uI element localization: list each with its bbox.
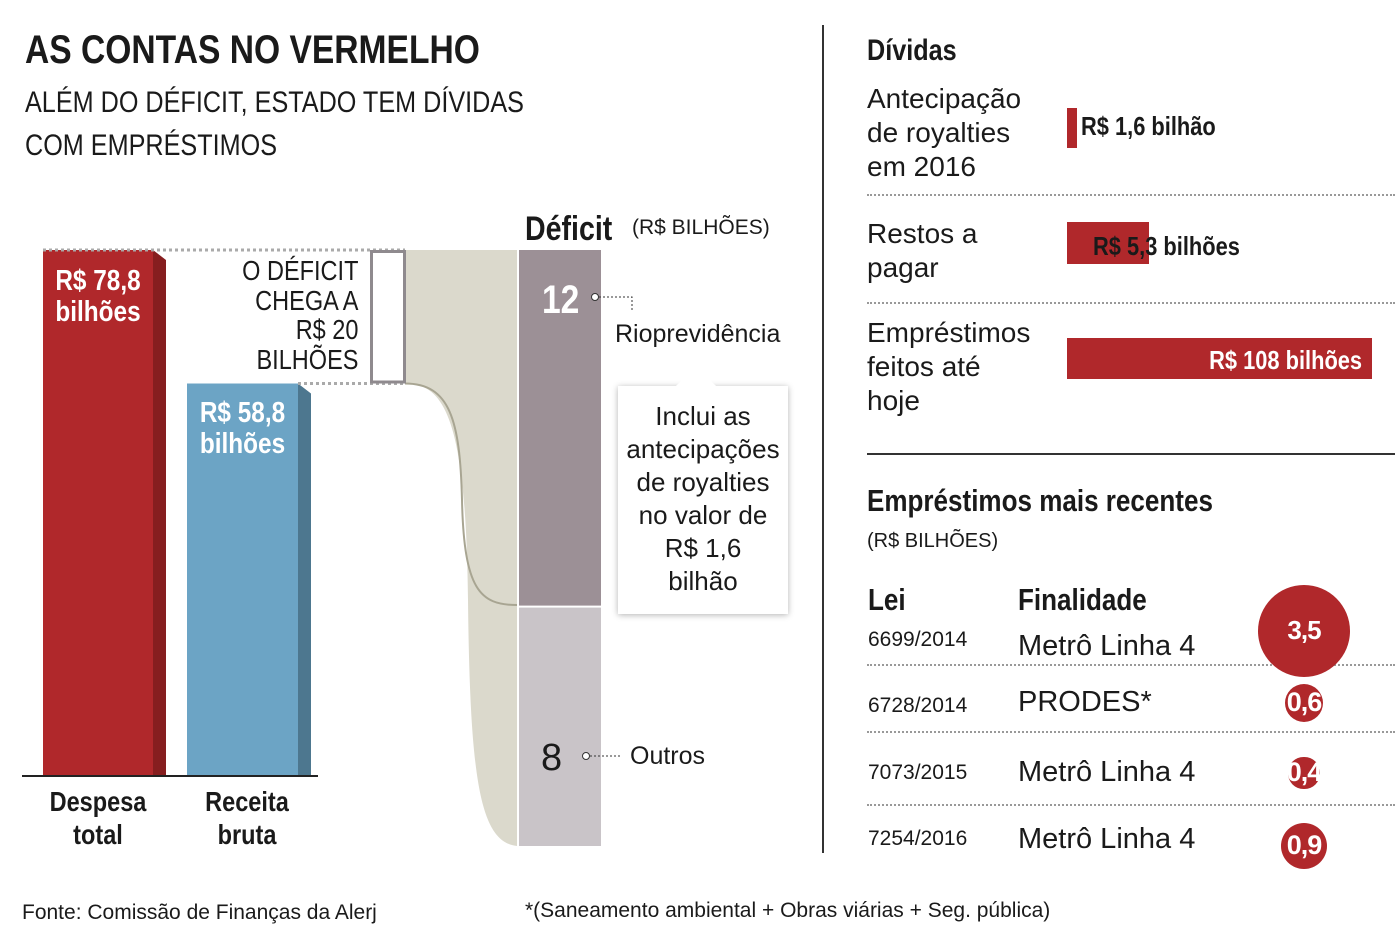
debt-category-emprestimos: Empréstimos feitos até hoje bbox=[867, 317, 1031, 416]
segment-value-outros: 8 bbox=[541, 737, 563, 779]
debt-bar-restos bbox=[1067, 222, 1150, 264]
debt-category-antecipacao: Antecipação de royalties em 2016 bbox=[867, 83, 1022, 182]
debt-category-restos: Restos a pagar bbox=[867, 218, 978, 283]
loans-title: Empréstimos mais recentes bbox=[867, 483, 1213, 518]
loan-lei: 7073/2015 bbox=[868, 761, 968, 784]
row-separator bbox=[867, 731, 1395, 733]
loan-lei: 6699/2014 bbox=[868, 628, 968, 651]
debt-value-antecipacao: R$ 1,6 bilhão bbox=[1081, 111, 1216, 141]
debt-value-emprestimos: R$ 108 bilhões bbox=[1209, 345, 1362, 375]
leader-dot bbox=[591, 293, 599, 301]
leader-line-rioprevidencia bbox=[599, 296, 633, 312]
deficit-annotation: O DÉFICIT CHEGA A R$ 20 BILHÕES bbox=[241, 255, 358, 375]
column-header-finalidade: Finalidade bbox=[1018, 582, 1147, 617]
rioprevidencia-callout: Inclui as antecipações de royalties no valo… bbox=[618, 366, 788, 614]
row-separator bbox=[867, 804, 1395, 806]
segment-value-rioprevidencia: 12 bbox=[542, 278, 580, 322]
deficit-segment-rioprevidencia bbox=[519, 250, 601, 606]
subtitle-line-2: COM EMPRÉSTIMOS bbox=[25, 129, 278, 162]
separator bbox=[867, 194, 1395, 196]
column-header-lei: Lei bbox=[868, 582, 906, 617]
bar-despesa-total-side bbox=[153, 250, 166, 776]
page-title: AS CONTAS NO VERMELHO bbox=[25, 28, 480, 72]
segment-label-outros: Outros bbox=[630, 742, 706, 770]
flow-split-line bbox=[404, 382, 518, 606]
row-separator bbox=[867, 664, 1395, 666]
loan-value-bubble: 3,5 bbox=[1257, 584, 1350, 677]
debt-bar-antecipacao bbox=[1067, 108, 1078, 148]
category-despesa-total: Despesa total bbox=[49, 786, 147, 850]
subtitle-line-1: ALÉM DO DÉFICIT, ESTADO TEM DÍVIDAS bbox=[25, 86, 524, 119]
loans-unit: (R$ BILHÕES) bbox=[867, 530, 999, 552]
category-receita-bruta: Receita bruta bbox=[205, 786, 289, 850]
loan-value-bubble: 0,9 bbox=[1280, 822, 1328, 870]
bar-receita-bruta-side bbox=[298, 383, 311, 776]
debt-bar-emprestimos bbox=[1067, 338, 1372, 379]
column-divider bbox=[822, 25, 824, 853]
loan-finalidade: Metrô Linha 4 bbox=[1018, 630, 1196, 662]
dividas-title: Dívidas bbox=[867, 34, 957, 67]
bar-despesa-total bbox=[43, 250, 153, 776]
loan-finalidade: Metrô Linha 4 bbox=[1018, 823, 1196, 855]
receita-value-label: R$ 58,8 bilhões bbox=[199, 397, 286, 460]
loan-value-bubble: 0,4 bbox=[1286, 757, 1322, 789]
despesa-value-label: R$ 78,8 bilhões bbox=[55, 265, 141, 328]
bar-receita-bruta bbox=[187, 383, 298, 776]
loan-lei: 7254/2016 bbox=[868, 827, 968, 850]
section-divider bbox=[867, 453, 1395, 455]
deficit-box bbox=[370, 250, 406, 384]
debt-value-restos: R$ 5,3 bilhões bbox=[1093, 231, 1240, 261]
deficit-flow bbox=[405, 250, 517, 846]
leader-dot bbox=[582, 752, 590, 760]
deficit-segment-outros bbox=[519, 607, 601, 846]
deficit-title: Déficit bbox=[525, 210, 613, 248]
segment-label-rioprevidencia: Rioprevidência bbox=[615, 320, 781, 348]
deficit-unit: (R$ BILHÕES) bbox=[632, 216, 770, 239]
loan-finalidade: Metrô Linha 4 bbox=[1018, 756, 1196, 788]
loan-finalidade: PRODES* bbox=[1018, 686, 1152, 718]
footnote: *(Saneamento ambiental + Obras viárias +… bbox=[525, 899, 1051, 922]
separator bbox=[867, 302, 1395, 304]
source-note: Fonte: Comissão de Finanças da Alerj bbox=[22, 901, 377, 924]
loan-lei: 6728/2014 bbox=[868, 694, 968, 717]
loan-value-bubble: 0,6 bbox=[1284, 683, 1324, 723]
